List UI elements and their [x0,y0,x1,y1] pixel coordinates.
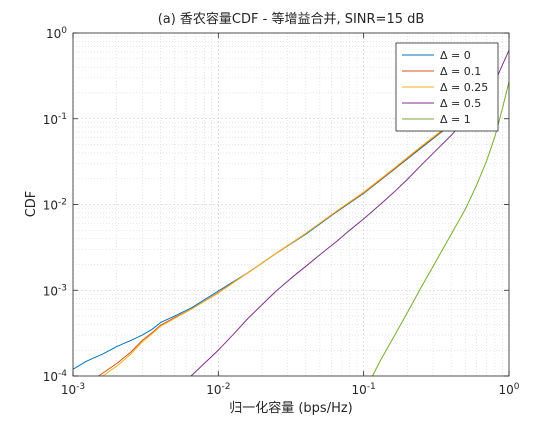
x-tick-label: 10-2 [206,382,230,397]
grid-lines [72,32,510,377]
legend-label: Δ = 1 [440,113,471,126]
axes-box [72,32,510,377]
y-axis-label: CDF [24,191,39,218]
legend-label: Δ = 0.25 [440,81,488,94]
y-tick-label: 10-1 [43,112,67,127]
chart-title: (a) 香农容量CDF - 等增益合并, SINR=15 dB [158,11,425,27]
x-tick-label: 10-1 [352,382,376,397]
series-line-4 [372,81,509,376]
legend-label: Δ = 0 [440,49,471,62]
x-axis-label: 归一化容量 (bps/Hz) [229,400,353,416]
y-tick-label: 10-3 [43,283,67,298]
legend: Δ = 0 Δ = 0.1 Δ = 0.25 Δ = 0.5 Δ = 1 [395,42,499,132]
legend-label: Δ = 0.1 [440,65,481,78]
y-tick-label: 10-4 [43,369,68,384]
legend-label: Δ = 0.5 [440,97,481,110]
x-tick-label: 100 [498,382,519,397]
y-tick-label: 10-2 [43,198,67,213]
y-tick-label: 100 [46,26,67,41]
x-tick-label: 10-3 [61,382,85,397]
series-line-2 [102,103,478,376]
